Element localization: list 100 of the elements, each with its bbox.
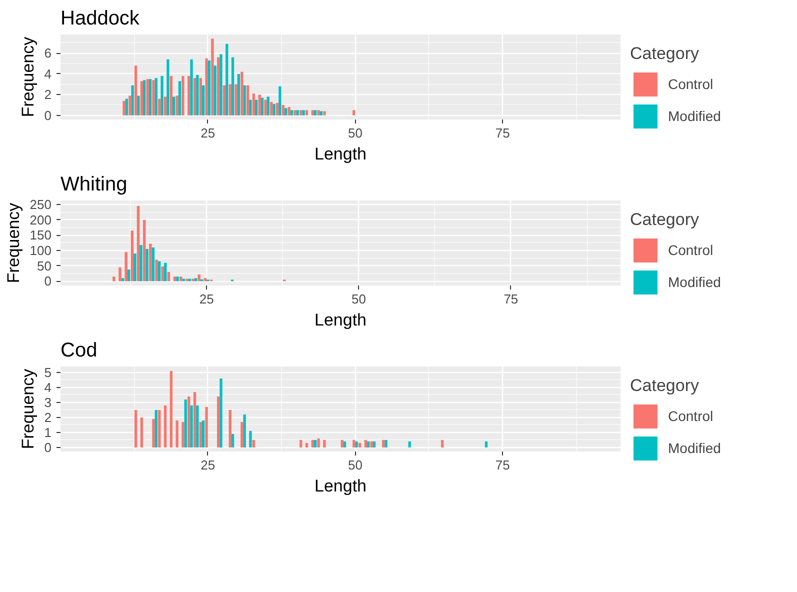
bar: [180, 276, 182, 282]
bar: [355, 441, 358, 448]
bar: [131, 85, 134, 116]
bar: [164, 96, 167, 116]
bar: [158, 410, 161, 448]
bar: [152, 247, 155, 282]
bar: [300, 440, 302, 448]
bar: [278, 86, 282, 116]
bar: [317, 438, 320, 448]
bar: [255, 100, 258, 116]
x-tick-label: 50: [348, 458, 362, 472]
bar: [311, 110, 314, 116]
bar: [305, 110, 308, 116]
bar: [128, 96, 132, 116]
bar: [240, 422, 244, 448]
y-tick-label: 4: [44, 380, 52, 395]
bar: [140, 417, 144, 448]
bar: [323, 440, 326, 448]
bar: [146, 79, 149, 116]
bar: [188, 396, 190, 448]
bar: [372, 441, 376, 448]
bar: [190, 59, 193, 116]
bar: [170, 370, 172, 448]
bar: [311, 440, 314, 448]
x-axis-title: Length: [314, 310, 366, 330]
bar: [305, 442, 308, 448]
bar: [249, 100, 252, 116]
bar: [220, 54, 222, 116]
bar: [134, 254, 136, 282]
bar: [234, 84, 238, 116]
bar: [182, 422, 184, 448]
x-tick-label: 75: [495, 126, 510, 140]
bar: [252, 94, 256, 116]
bar: [152, 80, 155, 116]
x-tick-label: 25: [200, 458, 216, 472]
bar: [226, 44, 228, 116]
y-tick-label: 0: [44, 440, 52, 455]
bar: [158, 98, 161, 116]
legend-label: Control: [668, 76, 714, 92]
y-tick-label: 150: [30, 228, 52, 243]
bar: [317, 110, 320, 116]
text: Modified: [668, 440, 721, 456]
bar: [199, 422, 202, 448]
x-tick-label: 25: [200, 126, 216, 140]
bar: [358, 442, 362, 448]
bar: [264, 100, 267, 116]
bar: [182, 278, 185, 282]
bar: [217, 396, 220, 448]
bar: [343, 441, 346, 448]
y-tick-label: 0: [44, 274, 52, 289]
bar: [130, 230, 134, 282]
y-tick-label: 2: [44, 87, 52, 102]
bar: [124, 252, 128, 282]
bar: [118, 267, 122, 282]
y-tick-label: 1: [44, 424, 52, 440]
bar: [314, 440, 317, 448]
legend-title: Category: [630, 210, 700, 230]
bar: [176, 420, 178, 448]
bar: [143, 80, 146, 116]
bar: [408, 441, 411, 448]
bar: [122, 100, 126, 116]
bar: [148, 79, 152, 116]
bar: [231, 57, 234, 116]
bar: [137, 96, 140, 116]
text: Modified: [668, 274, 721, 290]
bar: [202, 420, 205, 448]
bar: [214, 66, 216, 116]
bar: [166, 59, 170, 116]
y-tick-label: 100: [30, 243, 52, 258]
bar: [112, 276, 116, 282]
bar: [172, 96, 176, 116]
bar: [161, 266, 164, 282]
bar: [352, 110, 356, 116]
bar: [320, 111, 323, 116]
bar: [240, 72, 244, 116]
text: Control: [668, 242, 714, 258]
x-tick-label: 25: [199, 292, 214, 306]
bar: [484, 441, 488, 448]
bar: [237, 74, 240, 116]
bar: [136, 206, 140, 282]
bar: [164, 405, 167, 448]
legend-label: Modified: [668, 108, 721, 124]
bar: [208, 60, 211, 116]
bar: [140, 81, 144, 116]
bar: [258, 94, 261, 116]
bar: [382, 440, 385, 448]
bar: [155, 260, 158, 282]
bar: [199, 78, 202, 116]
y-tick-label: 2: [44, 410, 52, 425]
bar: [249, 430, 252, 448]
bar: [260, 98, 264, 116]
y-axis-title: Frequency: [18, 36, 38, 118]
bar: [364, 440, 368, 448]
bar: [284, 108, 288, 116]
bar: [288, 107, 290, 116]
bar: [211, 38, 214, 116]
bar: [140, 244, 142, 282]
bar: [176, 276, 179, 282]
y-tick-label: 3: [44, 394, 52, 410]
chart-title: Whiting: [60, 174, 128, 196]
